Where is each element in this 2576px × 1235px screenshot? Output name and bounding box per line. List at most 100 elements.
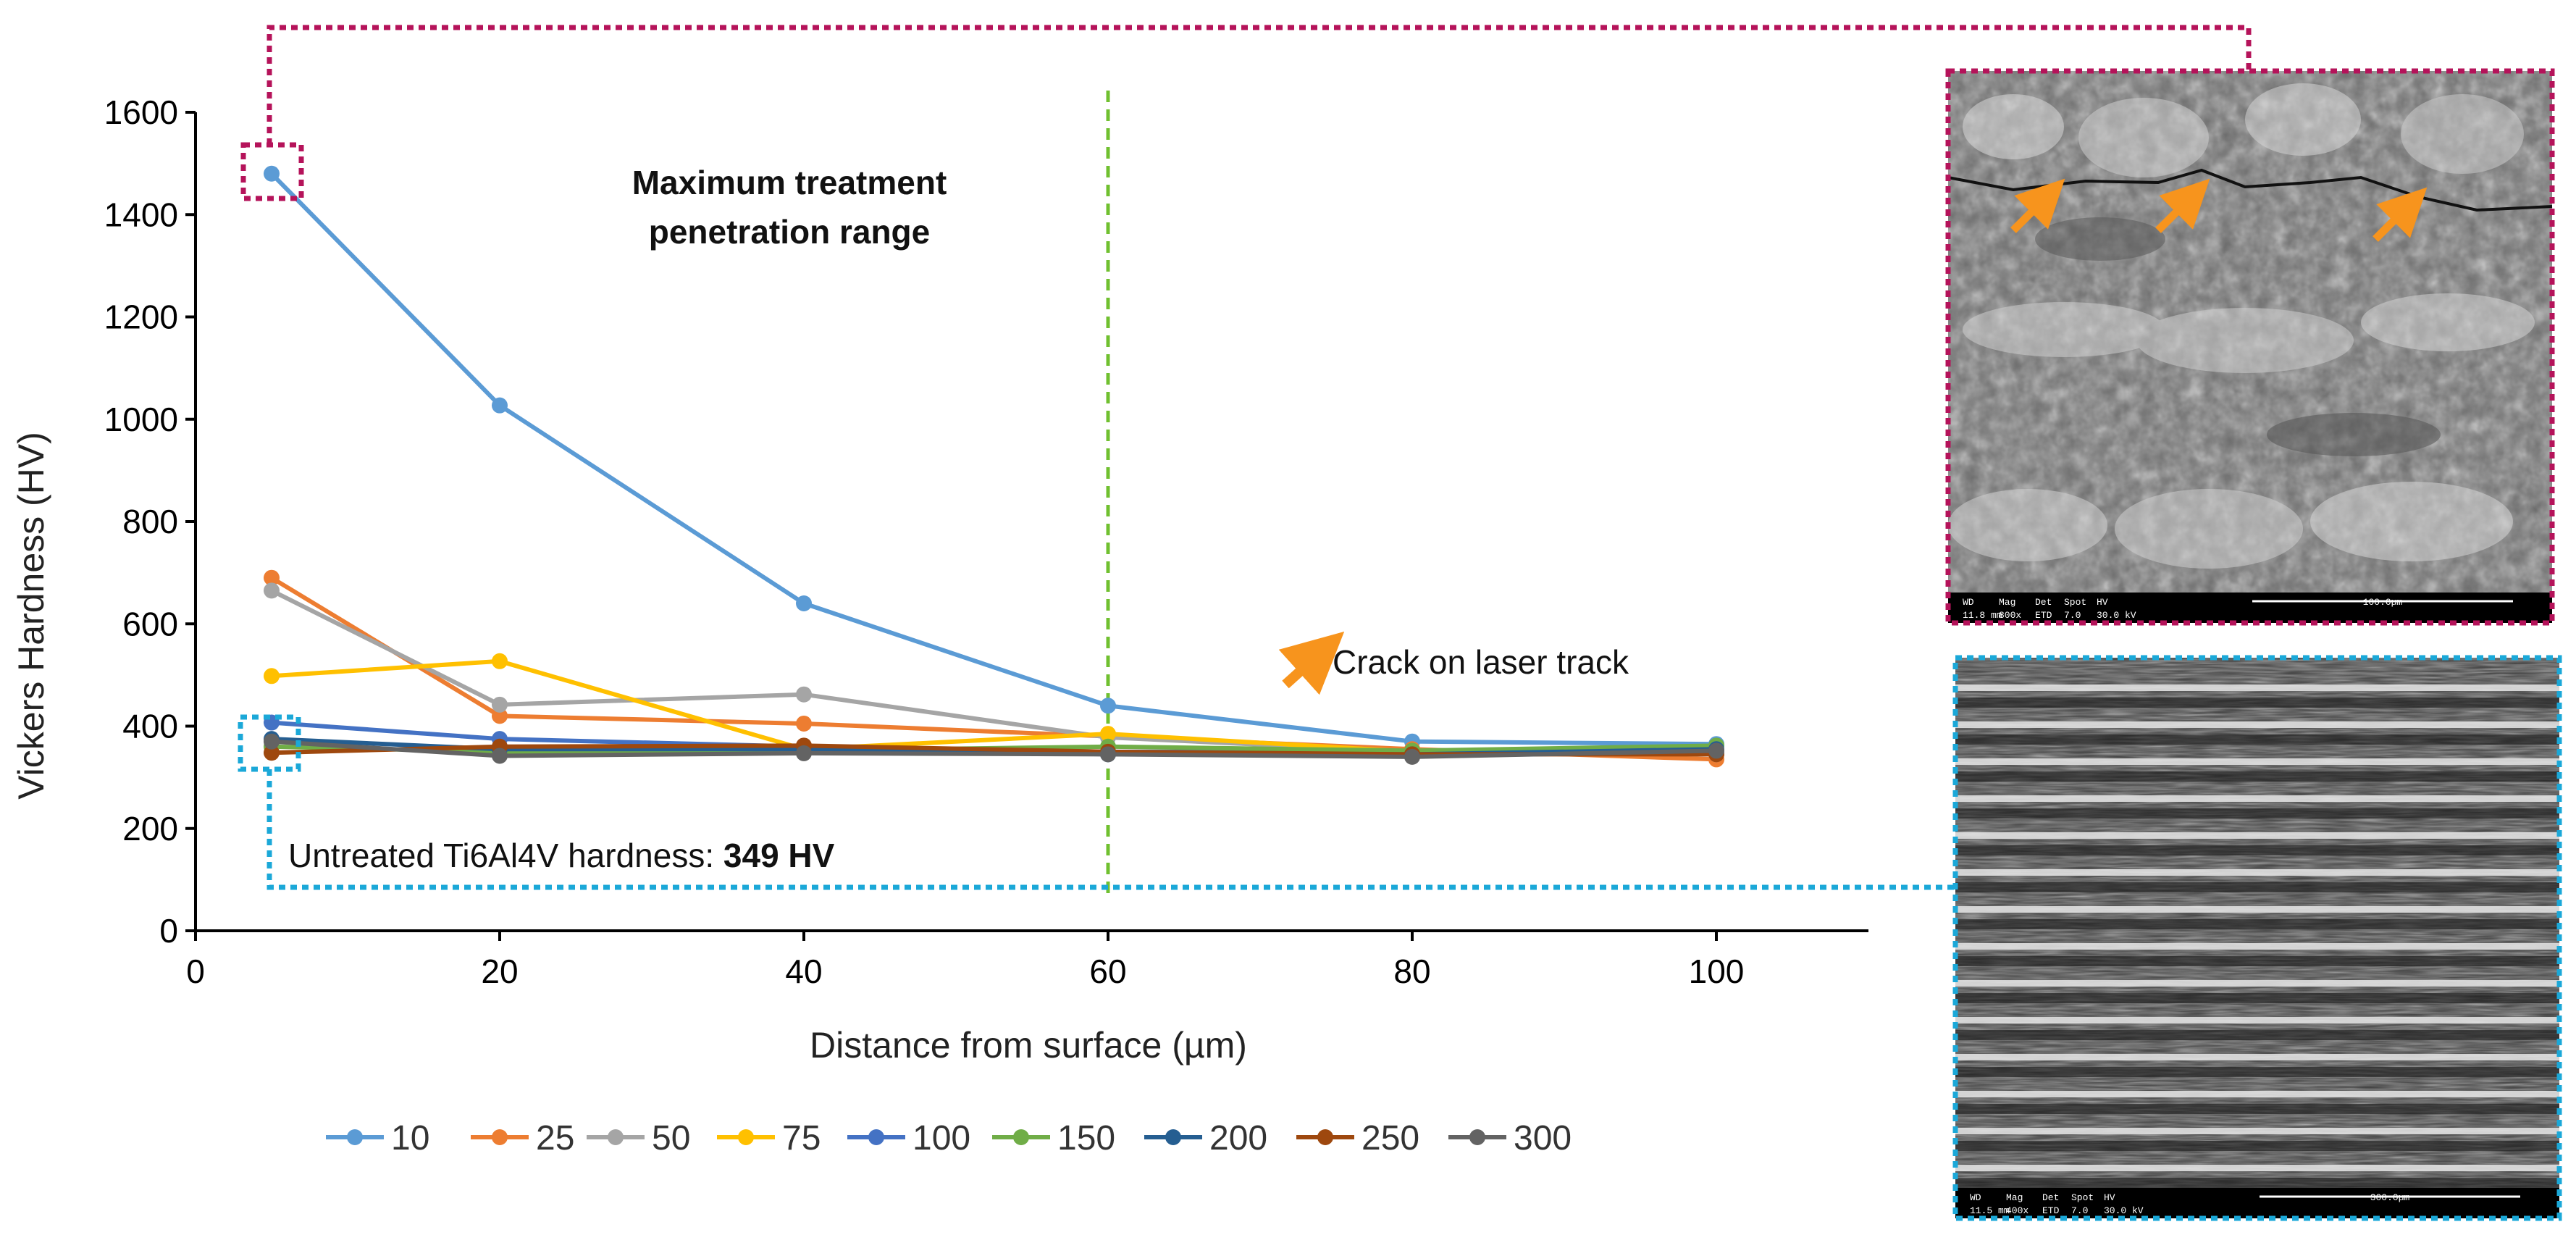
sem-track-highlight bbox=[1955, 1165, 2559, 1171]
crack-arrow-icon-3 bbox=[2372, 187, 2428, 242]
data-point bbox=[492, 748, 508, 764]
legend-swatch-marker bbox=[868, 1129, 884, 1145]
sem-label: WD bbox=[1963, 597, 1974, 608]
sem-track-highlight bbox=[1955, 943, 2559, 950]
data-point bbox=[796, 686, 812, 703]
y-tick-label: 0 bbox=[159, 912, 178, 950]
sem-label: Mag bbox=[2006, 1192, 2023, 1203]
legend-item-200: 200 bbox=[1144, 1119, 1267, 1157]
sem-value: ETD bbox=[2042, 1205, 2060, 1216]
data-point bbox=[264, 165, 280, 182]
legend-label: 10 bbox=[391, 1119, 429, 1157]
data-point bbox=[1404, 748, 1420, 765]
series-line bbox=[269, 172, 1717, 747]
legend-swatch-marker bbox=[492, 1129, 508, 1145]
plot-area: 0 200 400 600 800 1000 1200 1400 1600 0 20 40 60 80 10… bbox=[104, 91, 1868, 990]
sem-track-shadow bbox=[1955, 734, 2559, 745]
legend-label: 250 bbox=[1362, 1119, 1419, 1157]
data-point bbox=[264, 582, 280, 599]
legend-label: 300 bbox=[1514, 1119, 1572, 1157]
y-tick-label: 1200 bbox=[104, 298, 178, 336]
data-point bbox=[1100, 746, 1116, 763]
sem-value: 7.0 bbox=[2071, 1205, 2088, 1216]
legend-item-10: 10 bbox=[326, 1119, 429, 1157]
y-axis-label: Vickers Hardness (HV) bbox=[11, 432, 51, 800]
sem-value: 11.8 mm bbox=[1963, 610, 2002, 621]
x-axis-label: Distance from surface (µm) bbox=[810, 1025, 1247, 1066]
legend-swatch-marker bbox=[738, 1129, 754, 1145]
y-tick-label: 200 bbox=[122, 810, 178, 847]
bottom-connector bbox=[267, 769, 1955, 890]
legend-item-100: 100 bbox=[847, 1119, 970, 1157]
legend-item-150: 150 bbox=[992, 1119, 1115, 1157]
sem-track-shadow bbox=[1955, 993, 2559, 1003]
sem-track-shadow bbox=[1955, 1104, 2559, 1114]
sem-track-highlight bbox=[1955, 1054, 2559, 1060]
sem-value: 400x bbox=[2006, 1205, 2029, 1216]
series-line bbox=[271, 739, 1717, 759]
sem-track-shadow bbox=[1955, 845, 2559, 855]
legend-swatch-marker bbox=[347, 1129, 363, 1145]
y-tick-label: 800 bbox=[122, 503, 178, 540]
sem-track-shadow bbox=[1955, 1030, 2559, 1040]
legend-swatch-marker bbox=[1013, 1129, 1029, 1145]
sem-track-highlight bbox=[1955, 832, 2559, 839]
sem-track-shadow bbox=[1955, 1141, 2559, 1151]
data-point bbox=[1708, 742, 1724, 759]
top-highlight-box bbox=[240, 142, 304, 201]
data-point bbox=[264, 745, 280, 761]
sem-track-shadow bbox=[1955, 956, 2559, 966]
data-point bbox=[492, 397, 508, 414]
untreated-prefix: Untreated Ti6Al4V hardness: bbox=[288, 837, 723, 874]
data-point bbox=[264, 668, 280, 685]
x-tick-label: 0 bbox=[186, 953, 205, 990]
sem-track-shadow bbox=[1955, 1178, 2559, 1188]
legend-swatch-marker bbox=[1165, 1129, 1181, 1145]
legend-label: 200 bbox=[1209, 1119, 1267, 1157]
penetration-label-line1: Maximum treatment bbox=[632, 164, 947, 201]
sem-value: 7.0 bbox=[2064, 610, 2081, 621]
sem-track-highlight bbox=[1955, 795, 2559, 802]
legend-label: 50 bbox=[652, 1119, 690, 1157]
crack-arrow-icon bbox=[1278, 631, 1345, 695]
sem-track-shadow bbox=[1955, 808, 2559, 819]
sem-label: Det bbox=[2035, 597, 2052, 608]
sem-bottom-tracks bbox=[1955, 685, 2559, 1188]
y-tick-label: 1600 bbox=[104, 93, 178, 131]
sem-value: 800x bbox=[1999, 610, 2021, 621]
sem-track-highlight bbox=[1955, 1017, 2559, 1023]
sem-label: HV bbox=[2104, 1192, 2115, 1203]
sem-track-shadow bbox=[1955, 771, 2559, 782]
legend-swatch-marker bbox=[608, 1129, 624, 1145]
sem-track-shadow bbox=[1955, 698, 2559, 708]
sem-track-highlight bbox=[1955, 1128, 2559, 1134]
sem-label: WD bbox=[1970, 1192, 1981, 1203]
sem-label: Spot bbox=[2064, 597, 2086, 608]
crack-arrow-icon-1 bbox=[2010, 178, 2065, 233]
sem-track-shadow bbox=[1955, 1067, 2559, 1077]
sem-track-highlight bbox=[1955, 685, 2559, 691]
data-point bbox=[492, 696, 508, 713]
sem-track-shadow bbox=[1955, 882, 2559, 892]
x-tick-label: 60 bbox=[1089, 953, 1126, 990]
legend-label: 100 bbox=[912, 1119, 970, 1157]
data-point bbox=[1100, 726, 1116, 742]
untreated-hardness-label: Untreated Ti6Al4V hardness: 349 HV bbox=[288, 837, 835, 874]
data-point bbox=[264, 569, 280, 586]
sem-track-highlight bbox=[1955, 1091, 2559, 1097]
legend: 10 25 50 75 100 150 200 250 300 bbox=[326, 1119, 1572, 1157]
sem-track-highlight bbox=[1955, 758, 2559, 765]
legend-item-300: 300 bbox=[1448, 1119, 1572, 1157]
x-tick-label: 100 bbox=[1689, 953, 1745, 990]
sem-bottom-frame bbox=[1952, 655, 2562, 1221]
x-tick-label: 80 bbox=[1393, 953, 1430, 990]
series-300 bbox=[264, 733, 1724, 765]
sem-label: Spot bbox=[2071, 1192, 2094, 1203]
legend-swatch-marker bbox=[1317, 1129, 1333, 1145]
legend-label: 25 bbox=[536, 1119, 574, 1157]
